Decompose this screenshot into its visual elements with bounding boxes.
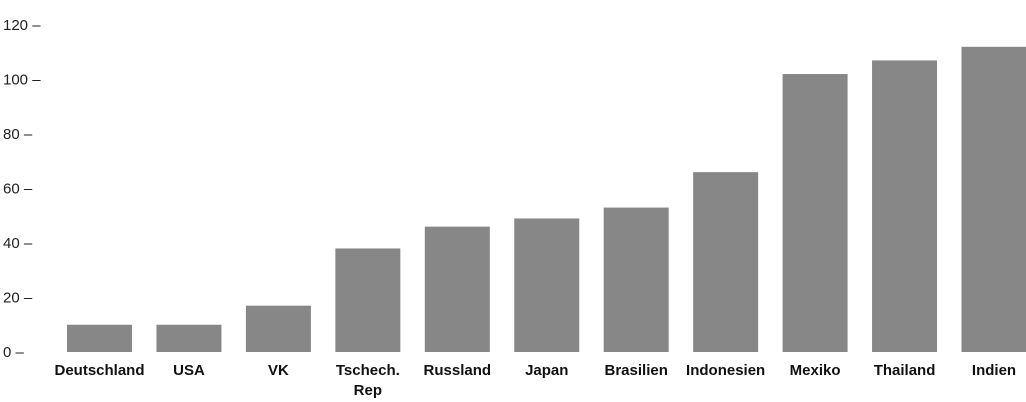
- x-category-label: Mexiko: [790, 362, 841, 379]
- bar: [782, 74, 848, 353]
- y-tick-label: 120 –: [3, 17, 41, 34]
- y-tick-label: 20 –: [3, 290, 33, 307]
- bar: [872, 60, 938, 353]
- x-category-label: Rep: [354, 382, 382, 399]
- x-axis-labels: Deutschland USA VK Tschech. Rep Russland Japan…: [54, 362, 1016, 399]
- x-category-label: Tschech.: [336, 362, 400, 379]
- x-category-label: Indien: [972, 362, 1016, 379]
- x-category-label: Japan: [525, 362, 568, 379]
- y-tick-label: 80 –: [3, 126, 33, 143]
- x-category-label: Brasilien: [605, 362, 668, 379]
- bars: [67, 46, 1026, 353]
- x-category-label: Thailand: [874, 362, 936, 379]
- bar: [514, 218, 580, 352]
- x-category-label: Indonesien: [686, 362, 765, 379]
- bar: [424, 226, 490, 352]
- bar: [67, 324, 132, 352]
- x-category-label: VK: [268, 362, 289, 379]
- bar: [693, 172, 759, 352]
- x-category-label: Deutschland: [54, 362, 144, 379]
- bar: [335, 248, 401, 352]
- x-category-label: USA: [173, 362, 205, 379]
- y-axis: 0 – 20 – 40 – 60 – 80 – 100 – 120 –: [3, 17, 41, 361]
- x-category-label: Russland: [424, 362, 492, 379]
- bar: [245, 305, 311, 352]
- y-tick-label: 100 –: [3, 72, 41, 89]
- y-tick-label: 40 –: [3, 235, 33, 252]
- bar: [961, 46, 1026, 353]
- bar: [156, 324, 222, 352]
- bar: [603, 207, 669, 352]
- y-tick-label: 60 –: [3, 181, 33, 198]
- y-tick-label: 0 –: [3, 344, 25, 361]
